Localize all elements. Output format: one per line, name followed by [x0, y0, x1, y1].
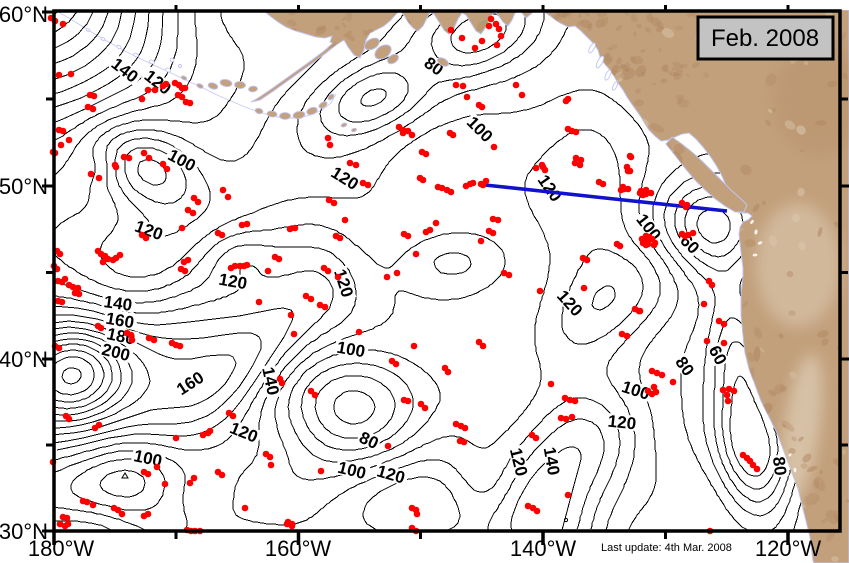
svg-text:120: 120: [217, 270, 248, 294]
svg-text:140: 140: [540, 445, 564, 476]
svg-text:80: 80: [769, 456, 790, 477]
svg-text:160°W: 160°W: [265, 536, 332, 561]
svg-text:Last update: 4th Mar. 2008: Last update: 4th Mar. 2008: [601, 542, 732, 554]
svg-text:120°W: 120°W: [755, 536, 822, 561]
svg-text:140: 140: [103, 292, 134, 315]
svg-text:180°W: 180°W: [28, 536, 95, 561]
svg-text:40°N: 40°N: [0, 347, 48, 372]
svg-text:50°N: 50°N: [0, 174, 48, 199]
svg-text:160: 160: [104, 309, 135, 333]
svg-text:100: 100: [335, 338, 366, 362]
svg-text:120: 120: [607, 412, 637, 434]
svg-text:60°N: 60°N: [0, 2, 48, 27]
svg-text:Feb. 2008: Feb. 2008: [711, 25, 819, 52]
svg-text:30°N: 30°N: [0, 519, 48, 544]
svg-text:140°W: 140°W: [510, 536, 577, 561]
